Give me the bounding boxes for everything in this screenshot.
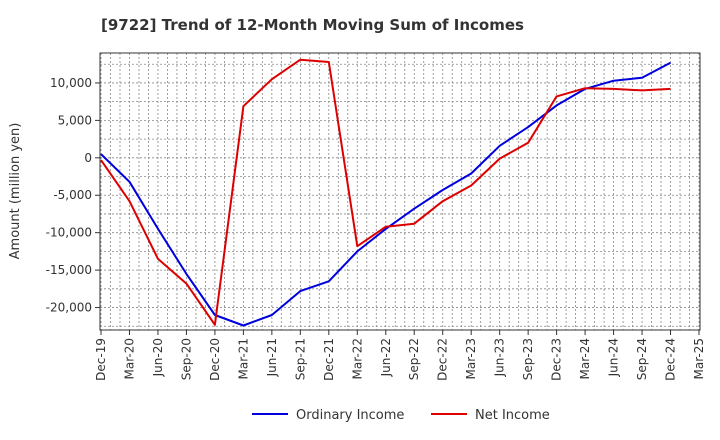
legend-label: Ordinary Income (296, 408, 404, 423)
y-tick-label: 10,000 (50, 76, 92, 90)
chart-title: [9722] Trend of 12-Month Moving Sum of I… (101, 16, 524, 34)
y-tick-label: -10,000 (46, 226, 92, 240)
y-tick-label: 5,000 (58, 113, 92, 127)
x-tick-label: Jun-24 (607, 338, 621, 377)
x-tick-label: Sep-23 (521, 338, 535, 380)
plot-area-border (99, 52, 701, 331)
x-tick-label: Mar-24 (578, 338, 592, 379)
x-tick-label: Dec-23 (550, 338, 564, 381)
y-tick-label: 0 (84, 151, 92, 165)
x-tick-label: Dec-24 (664, 338, 678, 381)
x-tick-label: Mar-22 (350, 338, 364, 379)
y-tick-label: -20,000 (46, 301, 92, 315)
x-tick-label: Mar-23 (464, 338, 478, 379)
x-tick-label: Jun-20 (151, 338, 165, 377)
y-tick-label: -15,000 (46, 263, 92, 277)
x-tick-label: Jun-22 (379, 338, 393, 377)
y-tick-label: -5,000 (53, 188, 92, 202)
x-tick-label: Mar-20 (122, 338, 136, 379)
legend-label: Net Income (475, 408, 550, 423)
y-axis: 10,000 5,000 0 -5,000 -10,000 -15,000 -20,000 (46, 76, 100, 315)
x-tick-label: Sep-24 (635, 338, 649, 380)
x-tick-label: Sep-21 (293, 338, 307, 380)
x-tick-label: Dec-22 (436, 338, 450, 381)
x-tick-label: Mar-21 (236, 338, 250, 379)
series-line-net-income (100, 58, 671, 326)
y-axis-label: Amount (million yen) (8, 123, 23, 260)
x-axis: Dec-19 Mar-20 Jun-20 Sep-20 Dec-20 Mar-21 Jun-… (94, 330, 706, 381)
x-tick-label: Dec-20 (208, 338, 222, 381)
x-tick-label: Jun-23 (493, 338, 507, 377)
grid (100, 53, 700, 330)
x-tick-label: Dec-21 (322, 338, 336, 381)
x-tick-label: Sep-20 (179, 338, 193, 380)
series-group (100, 58, 671, 327)
x-tick-label: Jun-21 (265, 338, 279, 377)
legend: Ordinary Income Net Income (252, 408, 550, 423)
x-tick-label: Mar-25 (692, 338, 706, 379)
series-line-ordinary-income (100, 61, 671, 327)
x-tick-label: Sep-22 (407, 338, 421, 380)
x-tick-label: Dec-19 (94, 338, 108, 381)
